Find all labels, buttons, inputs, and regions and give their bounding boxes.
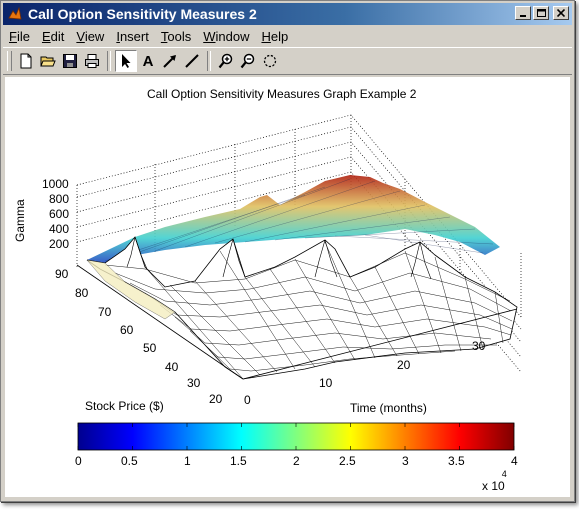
surface-front-spikes xyxy=(126,236,432,280)
menu-bar: File Edit View Insert Tools Window Help xyxy=(3,26,572,46)
close-icon xyxy=(557,9,565,17)
y-tick: 80 xyxy=(75,286,89,300)
zoom-out-icon xyxy=(240,53,255,69)
toolbar-separator xyxy=(107,51,111,71)
save-button[interactable] xyxy=(59,50,81,72)
y-tick: 20 xyxy=(209,392,223,406)
colorbar-tick: 2.5 xyxy=(339,454,356,468)
colorbar-tick: 0 xyxy=(75,454,82,468)
axis-box xyxy=(76,114,522,373)
colorbar xyxy=(77,422,515,451)
colorbar-tick: 1 xyxy=(184,454,191,468)
menu-help[interactable]: Help xyxy=(261,28,289,44)
menu-tools[interactable]: Tools xyxy=(160,28,192,44)
colorbar-tick: 2 xyxy=(293,454,300,468)
close-button[interactable] xyxy=(553,6,569,20)
figure-toolbar: A xyxy=(3,47,572,75)
maximize-icon xyxy=(536,9,546,17)
text-A-icon: A xyxy=(142,52,154,70)
line-icon xyxy=(185,54,199,68)
surface-plot[interactable] xyxy=(5,77,570,497)
y-axis-label: Stock Price ($) xyxy=(85,399,164,413)
menu-window[interactable]: Window xyxy=(203,28,250,44)
zoom-out-button[interactable] xyxy=(237,50,259,72)
print-icon xyxy=(85,54,99,68)
z-tick: 600 xyxy=(49,207,70,221)
colorbar-multiplier: x 104 xyxy=(482,469,507,493)
zoom-in-icon xyxy=(218,53,233,69)
new-file-icon xyxy=(20,53,32,69)
surface-back-ridge xyxy=(87,175,500,265)
surface-side xyxy=(86,259,176,320)
menu-edit[interactable]: Edit xyxy=(41,28,65,44)
x-tick: 30 xyxy=(472,339,486,353)
x-axis-label: Time (months) xyxy=(350,401,427,415)
menu-file[interactable]: File xyxy=(9,28,30,44)
x-tick: 10 xyxy=(319,376,333,390)
y-tick: 30 xyxy=(187,376,201,390)
title-bar[interactable]: Call Option Sensitivity Measures 2 xyxy=(3,3,572,25)
y-tick: 60 xyxy=(120,323,134,337)
z-tick: 400 xyxy=(49,222,70,236)
menu-view[interactable]: View xyxy=(76,28,105,44)
y-tick: 50 xyxy=(143,341,157,355)
arrow-icon xyxy=(163,55,176,68)
open-folder-icon xyxy=(40,56,56,67)
print-button[interactable] xyxy=(81,50,103,72)
maximize-button[interactable] xyxy=(533,6,549,20)
toolbar-separator xyxy=(207,51,211,71)
open-button[interactable] xyxy=(37,50,59,72)
colorbar-tick: 4 xyxy=(511,454,518,468)
x-tick: 0 xyxy=(244,393,251,407)
rotate-icon xyxy=(263,54,277,68)
zoom-in-button[interactable] xyxy=(215,50,237,72)
z-axis-label: Gamma xyxy=(13,199,27,242)
new-file-button[interactable] xyxy=(15,50,37,72)
axis-lines xyxy=(76,264,518,380)
colorbar-tick: 3 xyxy=(402,454,409,468)
surface-back-mesh xyxy=(104,178,494,262)
select-tool-button[interactable] xyxy=(115,50,137,72)
y-tick: 90 xyxy=(55,267,69,281)
rotate-3d-button[interactable] xyxy=(259,50,281,72)
minimize-button[interactable] xyxy=(515,6,531,20)
x-tick: 20 xyxy=(397,358,411,372)
insert-arrow-button[interactable] xyxy=(159,50,181,72)
figure-canvas: Call Option Sensitivity Measures Graph E… xyxy=(5,77,570,497)
toolbar-grip[interactable] xyxy=(7,51,12,71)
menu-insert[interactable]: Insert xyxy=(116,28,149,44)
colorbar-tick: 0.5 xyxy=(121,454,138,468)
colorbar-tick: 1.5 xyxy=(230,454,247,468)
y-tick: 70 xyxy=(98,305,112,319)
plot-title: Call Option Sensitivity Measures Graph E… xyxy=(147,87,417,101)
z-tick: 1000 xyxy=(42,177,69,191)
figure-window: Call Option Sensitivity Measures 2 File … xyxy=(0,0,575,502)
colorbar-tick: 3.5 xyxy=(448,454,465,468)
window-title: Call Option Sensitivity Measures 2 xyxy=(28,6,257,22)
z-tick: 800 xyxy=(49,192,70,206)
colorbar-exponent: 4 xyxy=(501,469,507,479)
surface-front-mesh xyxy=(104,241,513,380)
insert-line-button[interactable] xyxy=(181,50,203,72)
colorbar-tick-marks xyxy=(77,423,515,450)
save-icon xyxy=(63,54,77,68)
matlab-logo-icon xyxy=(7,6,23,22)
insert-text-button[interactable]: A xyxy=(137,50,159,72)
z-tick: 200 xyxy=(49,237,70,251)
select-arrow-icon xyxy=(122,54,131,68)
minimize-icon xyxy=(520,15,526,17)
y-tick: 40 xyxy=(165,360,179,374)
